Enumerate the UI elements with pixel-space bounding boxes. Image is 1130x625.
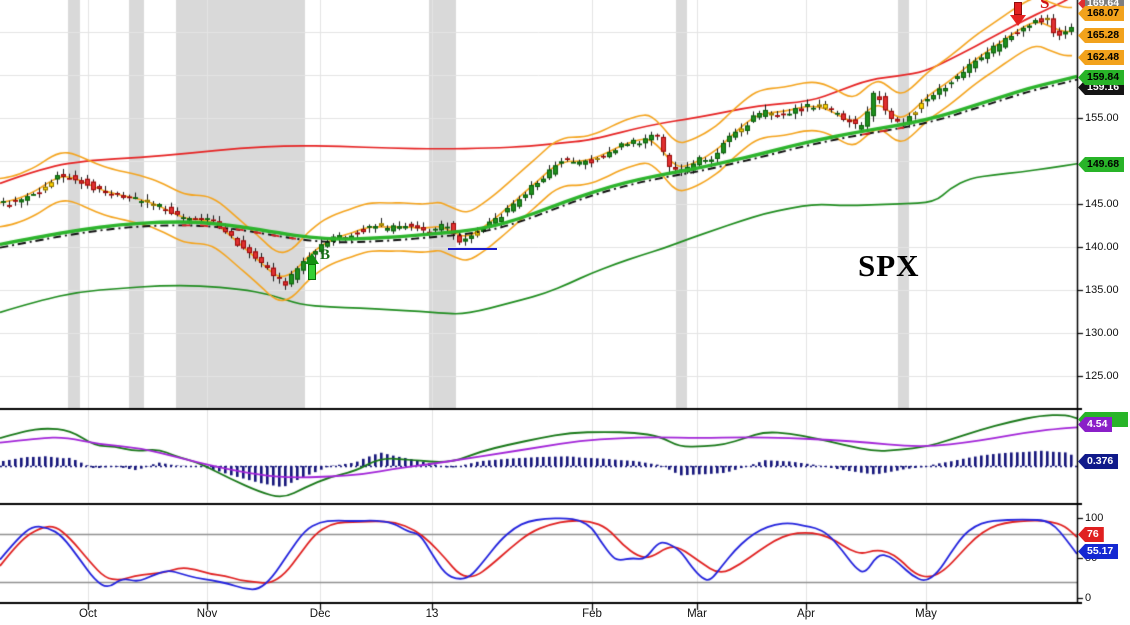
- price-value-flag: 0.376: [1078, 454, 1119, 469]
- y-axis-tick-label: 130.00: [1085, 327, 1119, 339]
- x-axis-tick-label: Nov: [196, 608, 218, 620]
- sell-signal-label: S: [1040, 0, 1050, 12]
- symbol-title: SPX: [858, 248, 920, 283]
- price-value-flag: 76: [1078, 527, 1104, 542]
- price-value-flag-text: 159.84: [1085, 70, 1125, 85]
- price-value-flag: 165.28: [1078, 28, 1125, 43]
- price-value-flag-text: 76: [1085, 527, 1104, 542]
- price-value-flag-text: 165.28: [1085, 28, 1125, 43]
- x-axis-tick-label: Mar: [687, 608, 707, 620]
- price-value-flag-text: 4.54: [1085, 417, 1113, 432]
- x-axis-tick-label: Dec: [309, 608, 331, 620]
- price-value-flag-text: 149.68: [1085, 157, 1125, 172]
- x-axis-tick-label: 13: [425, 608, 439, 620]
- price-value-flag-text: 168.07: [1085, 6, 1125, 21]
- price-value-flag-text: 0.376: [1085, 454, 1119, 469]
- x-axis-tick-label: May: [915, 608, 937, 620]
- price-value-flag: 4.54: [1078, 417, 1113, 432]
- y-axis-tick-label: 100: [1085, 512, 1104, 524]
- y-axis-tick-label: 145.00: [1085, 198, 1119, 210]
- sell-arrow-icon: [1010, 2, 1026, 26]
- price-value-flag-text: 169.64: [1085, 0, 1125, 11]
- support-trendline[interactable]: [448, 248, 497, 250]
- price-value-flag: 168.07: [1078, 6, 1125, 21]
- price-value-flag: 169.64: [1078, 0, 1125, 11]
- y-axis-tick-label: 135.00: [1085, 284, 1119, 296]
- price-value-flag: 162.48: [1078, 50, 1125, 65]
- x-axis-tick-label: Feb: [582, 608, 602, 620]
- price-value-flag: 149.68: [1078, 157, 1125, 172]
- y-axis-tick-label: 0: [1085, 592, 1092, 604]
- buy-arrow-icon: [305, 253, 319, 280]
- price-value-flag-text: 162.48: [1085, 50, 1125, 65]
- x-axis-tick-label: Apr: [797, 608, 815, 620]
- y-axis-tick-label: 140.00: [1085, 241, 1119, 253]
- price-value-flag: 55.17: [1078, 544, 1119, 559]
- x-axis-tick-label: Oct: [79, 608, 97, 620]
- price-value-flag: 159.84: [1078, 70, 1125, 85]
- y-axis-tick-label: 125.00: [1085, 370, 1119, 382]
- price-value-flag-text: 55.17: [1085, 544, 1119, 559]
- buy-signal-label: B: [320, 247, 331, 263]
- y-axis-tick-label: 155.00: [1085, 112, 1119, 124]
